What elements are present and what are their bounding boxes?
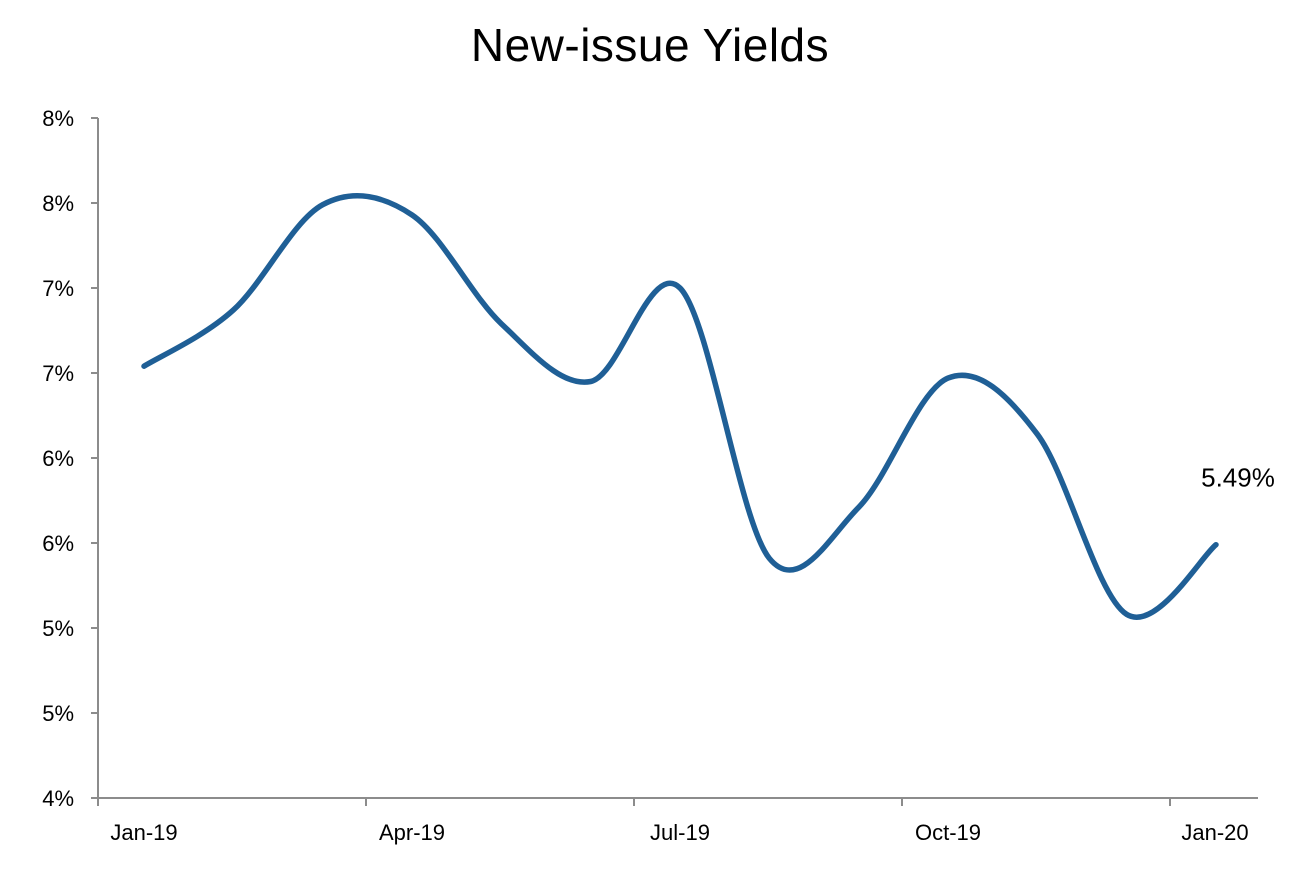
data-label-last: 5.49%: [1201, 463, 1275, 493]
y-tick-label: 7%: [42, 276, 74, 301]
y-tick-label: 8%: [42, 106, 74, 131]
x-tick-label: Jul-19: [650, 820, 710, 845]
x-tick-label: Oct-19: [915, 820, 981, 845]
x-tick-label: Apr-19: [379, 820, 445, 845]
y-tick-label: 8%: [42, 191, 74, 216]
y-tick-label: 6%: [42, 446, 74, 471]
y-tick-label: 5%: [42, 616, 74, 641]
y-tick-label: 6%: [42, 531, 74, 556]
y-tick-label: 4%: [42, 786, 74, 811]
y-tick-label: 7%: [42, 361, 74, 386]
chart-title: New-issue Yields: [470, 19, 830, 71]
x-tick-label: Jan-20: [1181, 820, 1248, 845]
y-tick-label: 5%: [42, 701, 74, 726]
x-tick-label: Jan-19: [110, 820, 177, 845]
series-line-0: [141, 192, 1219, 620]
